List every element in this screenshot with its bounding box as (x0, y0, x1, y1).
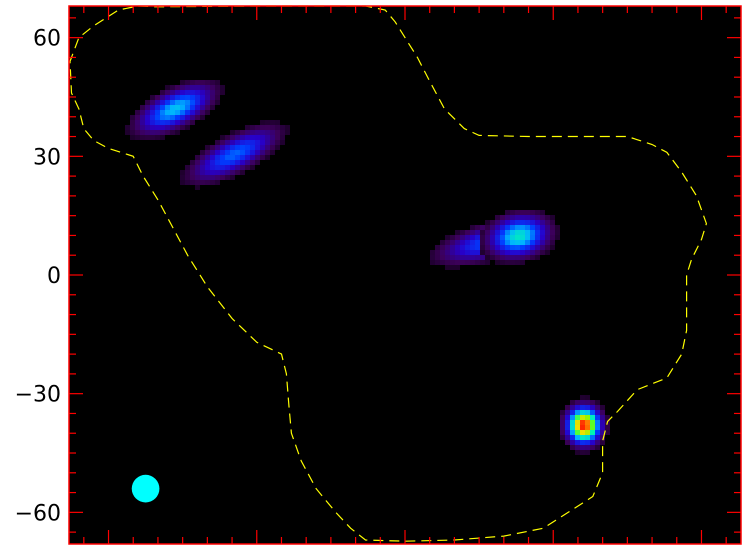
source-3 (560, 395, 610, 455)
y-tick-label: −30 (15, 383, 61, 408)
y-tick-label: 30 (33, 145, 61, 170)
y-tick-label: 0 (47, 264, 61, 289)
contour-line (69, 5, 708, 542)
y-tick-label: 60 (33, 27, 61, 52)
source-2b (480, 210, 560, 265)
source-1a (125, 80, 225, 140)
heatmap-sources (125, 80, 610, 455)
y-tick-labels: 60 30 0 −30 −60 (15, 27, 61, 527)
beam-marker (131, 474, 160, 503)
y-tick-label: −60 (15, 501, 61, 526)
source-1b (180, 120, 290, 190)
axis-ticks (69, 6, 741, 544)
